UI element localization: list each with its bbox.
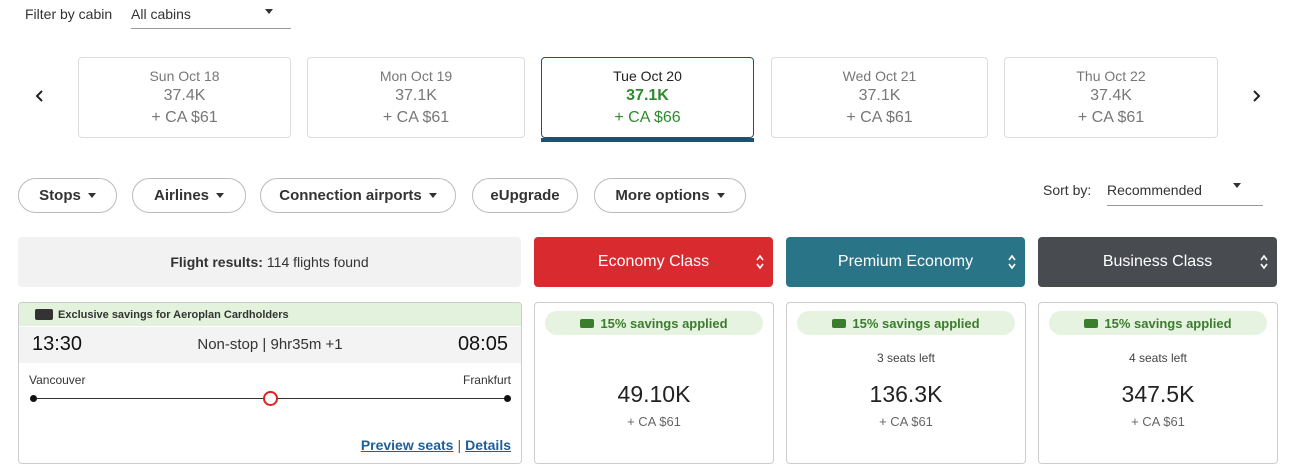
- date-card[interactable]: Sun Oct 18 37.4K + CA $61: [78, 57, 291, 138]
- select-caret: [265, 9, 273, 14]
- route-dot: [30, 395, 37, 402]
- sort-icon: [1260, 254, 1268, 270]
- next-arrow[interactable]: [1246, 86, 1266, 106]
- dropdown-caret: [216, 193, 225, 198]
- fare-cash: + CA $61: [879, 414, 933, 429]
- filter-button[interactable]: Connection airports: [260, 178, 456, 213]
- sort-icon: [1008, 254, 1016, 270]
- sort-icon: [756, 254, 764, 270]
- arrive-time: 08:05: [457, 333, 508, 355]
- date-points: 37.4K: [163, 87, 206, 104]
- cabin-header[interactable]: Premium Economy: [786, 237, 1025, 287]
- fare-cash: + CA $61: [627, 414, 681, 429]
- fare-card[interactable]: 15% savings applied 49.10K + CA $61: [534, 302, 774, 464]
- date-points: 37.1K: [395, 87, 437, 104]
- date-day: Thu Oct 22: [1076, 68, 1146, 84]
- fare-card[interactable]: 15% savings applied 4 seats left 347.5K + C…: [1038, 302, 1278, 464]
- fare-card[interactable]: 15% savings applied 3 seats left 136.3K + C…: [786, 302, 1026, 464]
- date-points: 37.1K: [626, 87, 669, 104]
- filter-button-label: More options: [615, 187, 710, 204]
- date-cash: + CA $61: [382, 109, 450, 126]
- filter-button[interactable]: eUpgrade: [472, 178, 578, 213]
- date-card[interactable]: Tue Oct 20 37.1K + CA $66: [541, 57, 754, 138]
- date-cash: + CA $66: [614, 109, 681, 126]
- filter-button[interactable]: Airlines: [132, 178, 246, 213]
- cabin-header[interactable]: Business Class: [1038, 237, 1277, 287]
- details-link[interactable]: Details: [465, 437, 511, 453]
- origin-city: Vancouver: [29, 373, 86, 387]
- date-cash: + CA $61: [1077, 109, 1145, 126]
- cabin-select[interactable]: All cabins: [131, 6, 291, 29]
- sort-select-value: Recommended: [1107, 182, 1202, 198]
- date-card[interactable]: Wed Oct 21 37.1K + CA $61: [771, 57, 988, 138]
- date-cash: + CA $61: [846, 109, 913, 126]
- fare-cash: + CA $61: [1131, 414, 1185, 429]
- results-label: Flight results:: [170, 254, 263, 270]
- route-dot: [504, 395, 511, 402]
- filter-button[interactable]: More options: [594, 178, 746, 213]
- seats-left: 3 seats left: [876, 351, 936, 365]
- savings-text: 15% savings applied: [600, 315, 728, 331]
- date-points: 37.1K: [858, 87, 901, 104]
- date-day: Mon Oct 19: [379, 68, 453, 84]
- results-box: Flight results: 114 flights found: [18, 237, 521, 287]
- airline-logo: [263, 391, 278, 406]
- fare-points: 347.5K: [1121, 381, 1195, 407]
- results-count: 114 flights found: [266, 254, 369, 270]
- prev-arrow[interactable]: [30, 86, 50, 106]
- date-day: Sun Oct 18: [149, 68, 220, 84]
- banner-text: Exclusive savings for Aeroplan Cardholde…: [58, 308, 289, 321]
- sort-label: Sort by:: [1043, 182, 1092, 198]
- filter-button-label: Connection airports: [279, 187, 422, 204]
- savings-text: 15% savings applied: [852, 315, 980, 331]
- filter-button[interactable]: Stops: [18, 178, 117, 213]
- card-banner: Exclusive savings for Aeroplan Cardholde…: [19, 303, 521, 326]
- card-icon: [35, 309, 53, 320]
- filter-button-label: Airlines: [153, 187, 210, 204]
- date-points: 37.4K: [1090, 87, 1132, 104]
- date-day: Tue Oct 20: [613, 68, 682, 84]
- dropdown-caret: [716, 193, 725, 198]
- date-card[interactable]: Thu Oct 22 37.4K + CA $61: [1004, 57, 1218, 138]
- fare-points: 49.10K: [617, 381, 691, 407]
- fare-points: 136.3K: [869, 381, 943, 407]
- preview-seats-link[interactable]: Preview seats: [360, 437, 454, 453]
- savings-icon: [1084, 318, 1099, 328]
- cabin-label: Premium Economy: [837, 253, 974, 270]
- savings-badge: 15% savings applied: [1049, 311, 1267, 335]
- date-day: Wed Oct 21: [842, 68, 917, 84]
- date-cash: + CA $61: [151, 109, 218, 126]
- cabin-header[interactable]: Economy Class: [534, 237, 773, 287]
- seats-left: 4 seats left: [1128, 351, 1188, 365]
- cabin-label: Economy Class: [597, 253, 710, 270]
- destination-city: Frankfurt: [462, 373, 511, 387]
- savings-badge: 15% savings applied: [797, 311, 1015, 335]
- savings-icon: [832, 318, 847, 328]
- times-row: 13:30 Non-stop | 9hr35m +1 08:05: [19, 327, 521, 363]
- savings-icon: [580, 318, 595, 328]
- card-links: Preview seats | Details: [361, 437, 511, 453]
- filter-button-label: eUpgrade: [490, 187, 560, 204]
- date-card[interactable]: Mon Oct 19 37.1K + CA $61: [307, 57, 525, 138]
- dropdown-caret: [87, 193, 96, 198]
- filter-button-label: Stops: [39, 187, 81, 204]
- cabin-label: Business Class: [1102, 253, 1213, 270]
- flight-info: Non-stop | 9hr35m +1: [197, 336, 343, 353]
- selected-bar: [541, 138, 754, 142]
- savings-text: 15% savings applied: [1104, 315, 1232, 331]
- select-caret: [1233, 183, 1241, 188]
- savings-badge: 15% savings applied: [545, 311, 763, 335]
- cabin-select-value: All cabins: [131, 6, 191, 22]
- sort-select[interactable]: Recommended: [1107, 182, 1263, 206]
- link-separator: |: [457, 437, 462, 453]
- filter-label: Filter by cabin: [25, 6, 113, 22]
- dropdown-caret: [428, 193, 437, 198]
- depart-time: 13:30: [32, 333, 83, 355]
- flight-card: Exclusive savings for Aeroplan Cardholde…: [18, 302, 522, 464]
